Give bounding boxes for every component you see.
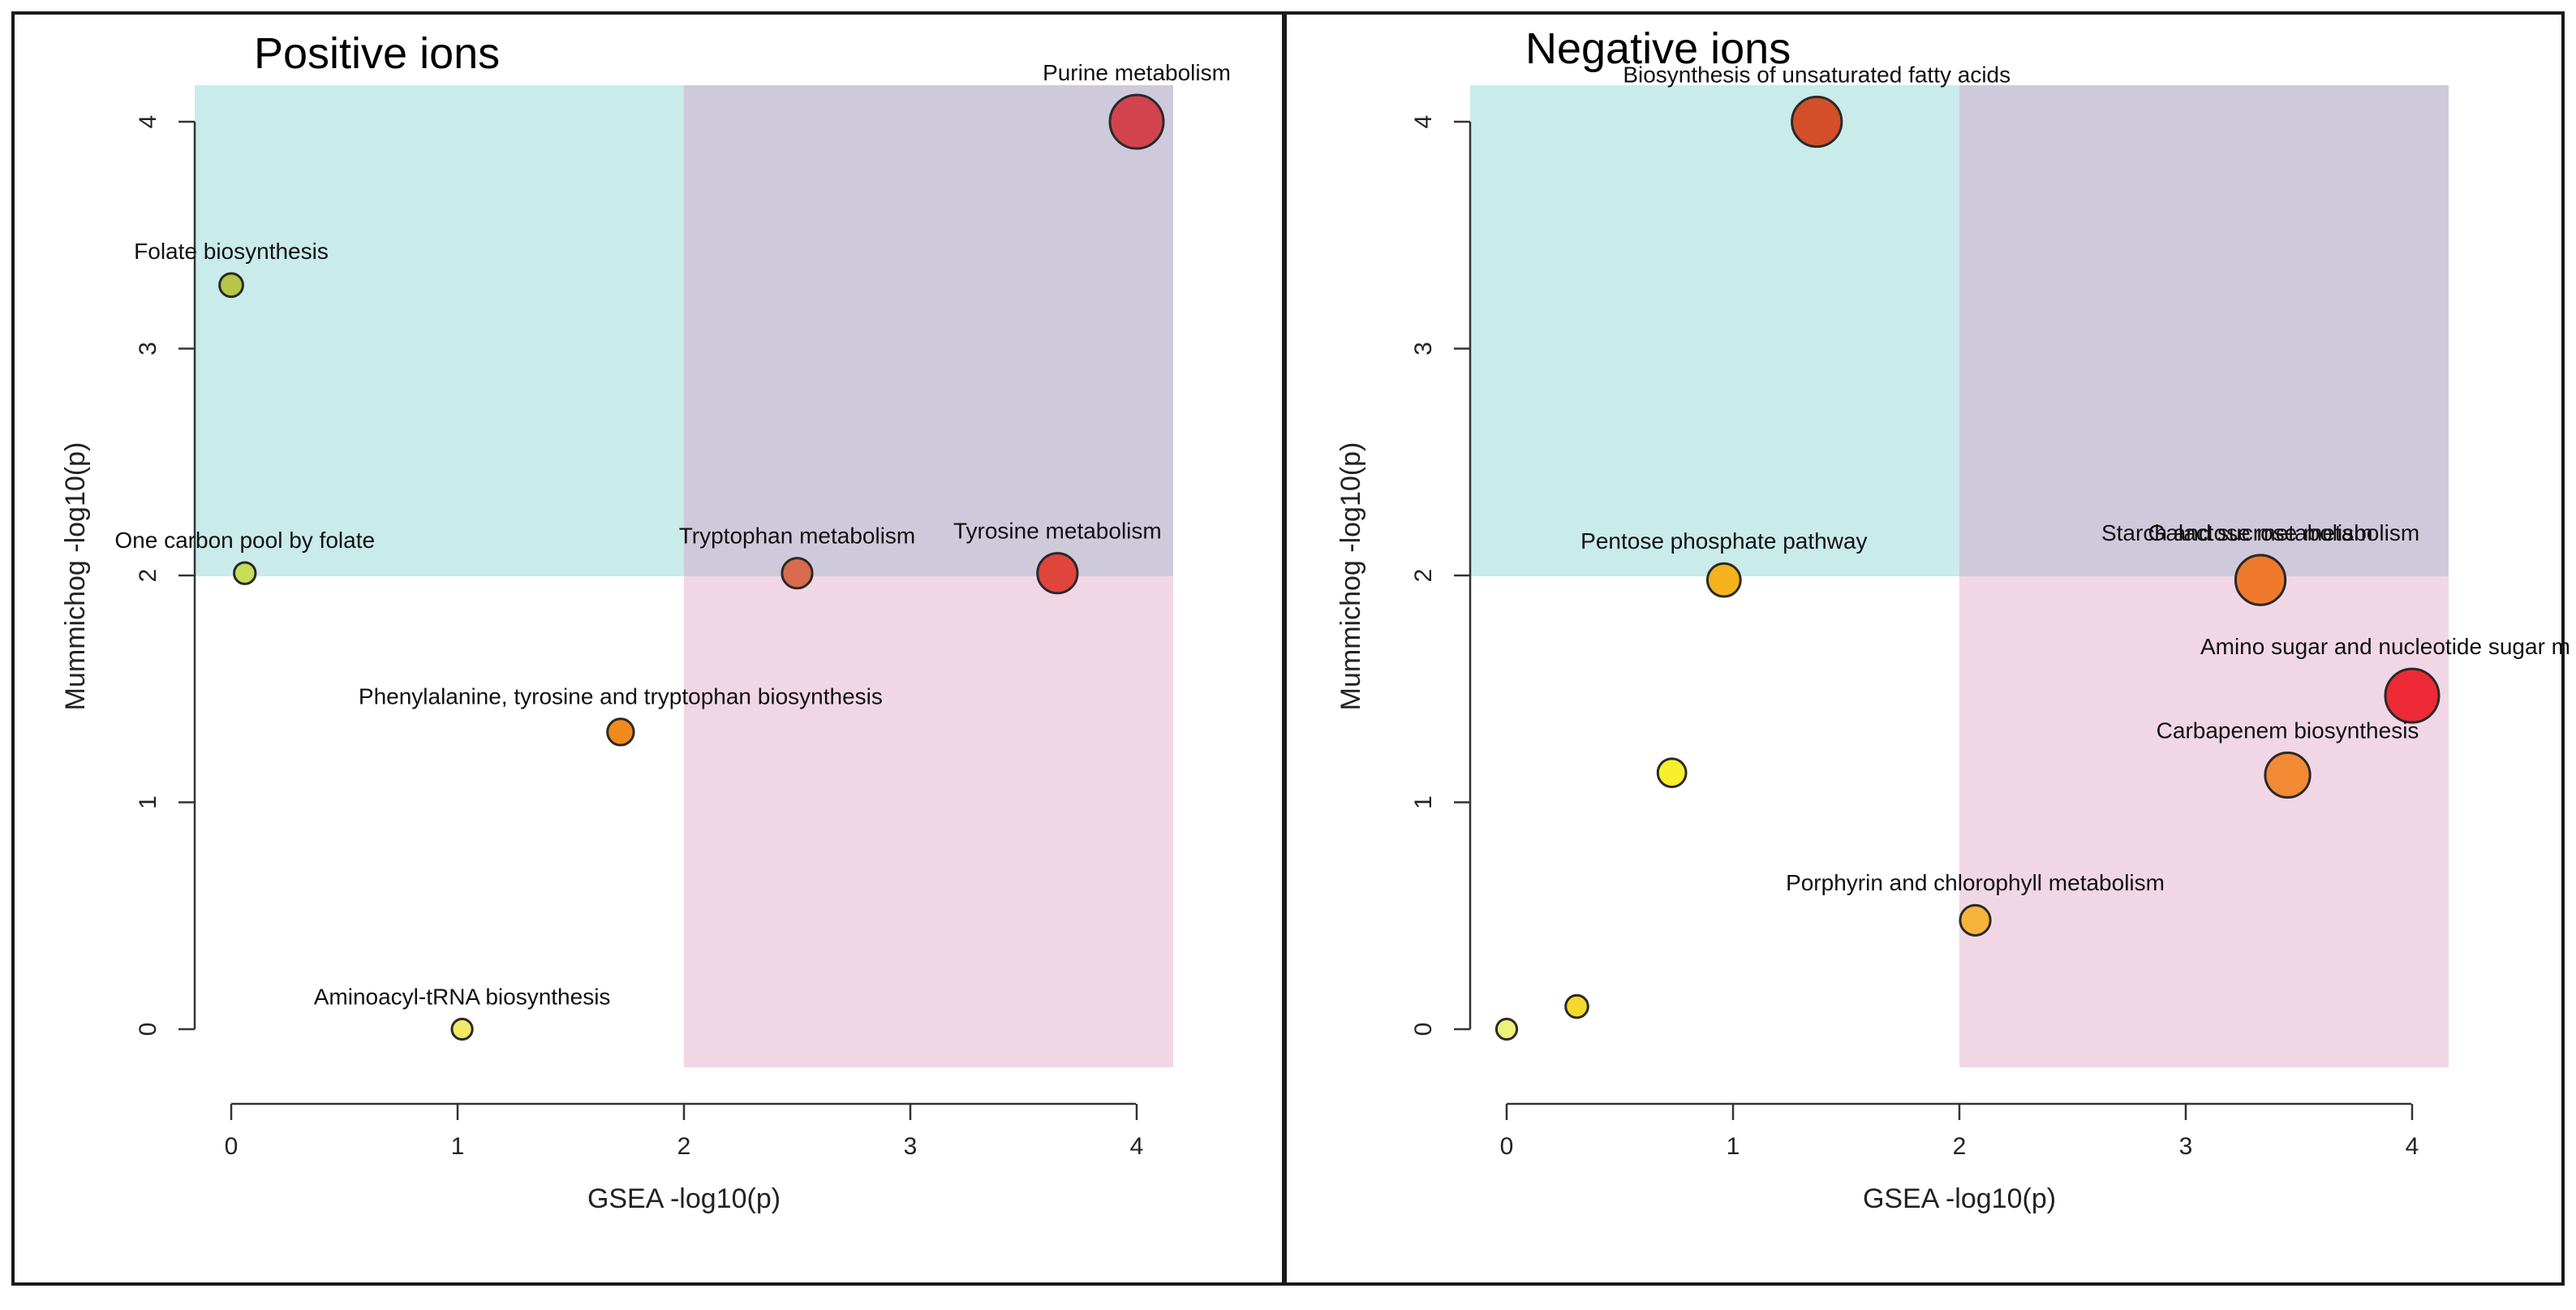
data-point — [218, 272, 244, 299]
x-tick-label: 2 — [677, 1133, 691, 1160]
quadrant-top-right — [1959, 85, 2449, 576]
point-label: Phenylalanine, tyrosine and tryptophan b… — [359, 684, 883, 709]
point-label: Biosynthesis of unsaturated fatty acids — [1623, 62, 2010, 87]
data-point — [1656, 757, 1688, 789]
y-tick-label: 2 — [135, 569, 161, 583]
y-axis-title: Mummichog -log10(p) — [60, 442, 91, 711]
point-label: Aminoacyl-tRNA biosynthesis — [314, 984, 611, 1009]
data-point — [2384, 667, 2441, 724]
point-label: Tyrosine metabolism — [953, 519, 1162, 544]
point-label: Galactose metabolism — [2148, 520, 2373, 545]
positive-ions-panel: Positive ions GSEA -log10(p) Mummichog -… — [11, 11, 1285, 1286]
data-point — [2234, 554, 2287, 606]
y-tick-label: 3 — [135, 342, 161, 356]
y-tick-label: 0 — [1410, 1023, 1437, 1036]
data-point — [1036, 552, 1079, 595]
negative-ions-panel: Negative ions GSEA -log10(p) Mummichog -… — [1284, 11, 2570, 1286]
quadrant-top-left — [1470, 85, 1959, 576]
point-label: Amino sugar and nucleotide sugar m — [2200, 634, 2570, 659]
point-label: Carbapenem biosynthesis — [2157, 717, 2419, 743]
data-points: Biosynthesis of unsaturated fatty acids P… — [1494, 62, 2570, 1041]
point-label: Tryptophan metabolism — [679, 524, 916, 549]
point-label: Folate biosynthesis — [134, 239, 329, 264]
x-axis-title: GSEA -log10(p) — [587, 1183, 781, 1214]
data-point — [606, 717, 635, 747]
y-tick-label: 0 — [135, 1023, 161, 1036]
data-point — [450, 1017, 474, 1041]
chart-title: Negative ions — [1525, 24, 1791, 73]
quadrant-top-right — [684, 85, 1173, 576]
data-point — [1705, 562, 1742, 598]
x-tick-label: 2 — [1953, 1133, 1967, 1160]
point-label: One carbon pool by folate — [114, 528, 375, 553]
point-label: Starch and sucrose metabolism — [2101, 520, 2419, 545]
data-point — [1791, 95, 1843, 149]
y-tick-label: 3 — [1410, 342, 1437, 356]
quadrant-bottom-right — [684, 576, 1173, 1067]
point-label: Pentose phosphate pathway — [1580, 528, 1867, 554]
data-point — [233, 561, 257, 585]
y-tick-label: 2 — [1410, 569, 1437, 583]
point-label: Purine metabolism — [1043, 60, 1231, 85]
x-tick-label: 4 — [2406, 1133, 2419, 1160]
data-point — [1564, 993, 1589, 1019]
data-point — [1108, 93, 1165, 150]
data-point — [1959, 903, 1992, 937]
axis-ticks: 0 1 2 3 4 0 1 2 3 4 — [135, 115, 1143, 1160]
chart-title: Positive ions — [254, 29, 500, 78]
x-tick-label: 0 — [225, 1133, 239, 1160]
y-tick-label: 4 — [135, 115, 161, 129]
data-point — [1494, 1017, 1519, 1041]
y-tick-label: 1 — [135, 795, 161, 809]
data-point — [781, 557, 814, 590]
x-tick-label: 3 — [2179, 1133, 2193, 1160]
y-tick-label: 1 — [1410, 795, 1437, 809]
x-tick-label: 0 — [1500, 1133, 1514, 1160]
point-label: Porphyrin and chlorophyll metabolism — [1786, 870, 2165, 895]
y-tick-label: 4 — [1410, 115, 1437, 129]
axis-ticks: 0 1 2 3 4 0 1 2 3 4 — [1410, 115, 2419, 1160]
panel-frame — [1284, 11, 2565, 1286]
x-tick-label: 1 — [1727, 1133, 1740, 1160]
data-point — [2264, 751, 2312, 799]
x-tick-label: 4 — [1130, 1133, 1144, 1160]
y-axis-title: Mummichog -log10(p) — [1335, 442, 1366, 711]
quadrant-top-left — [195, 85, 684, 576]
x-tick-label: 1 — [451, 1133, 465, 1160]
data-points: Purine metabolism Folate biosynthesis One … — [114, 60, 1231, 1041]
x-axis-title: GSEA -log10(p) — [1863, 1183, 2056, 1214]
quadrant-bottom-right — [1959, 576, 2449, 1067]
x-tick-label: 3 — [904, 1133, 918, 1160]
